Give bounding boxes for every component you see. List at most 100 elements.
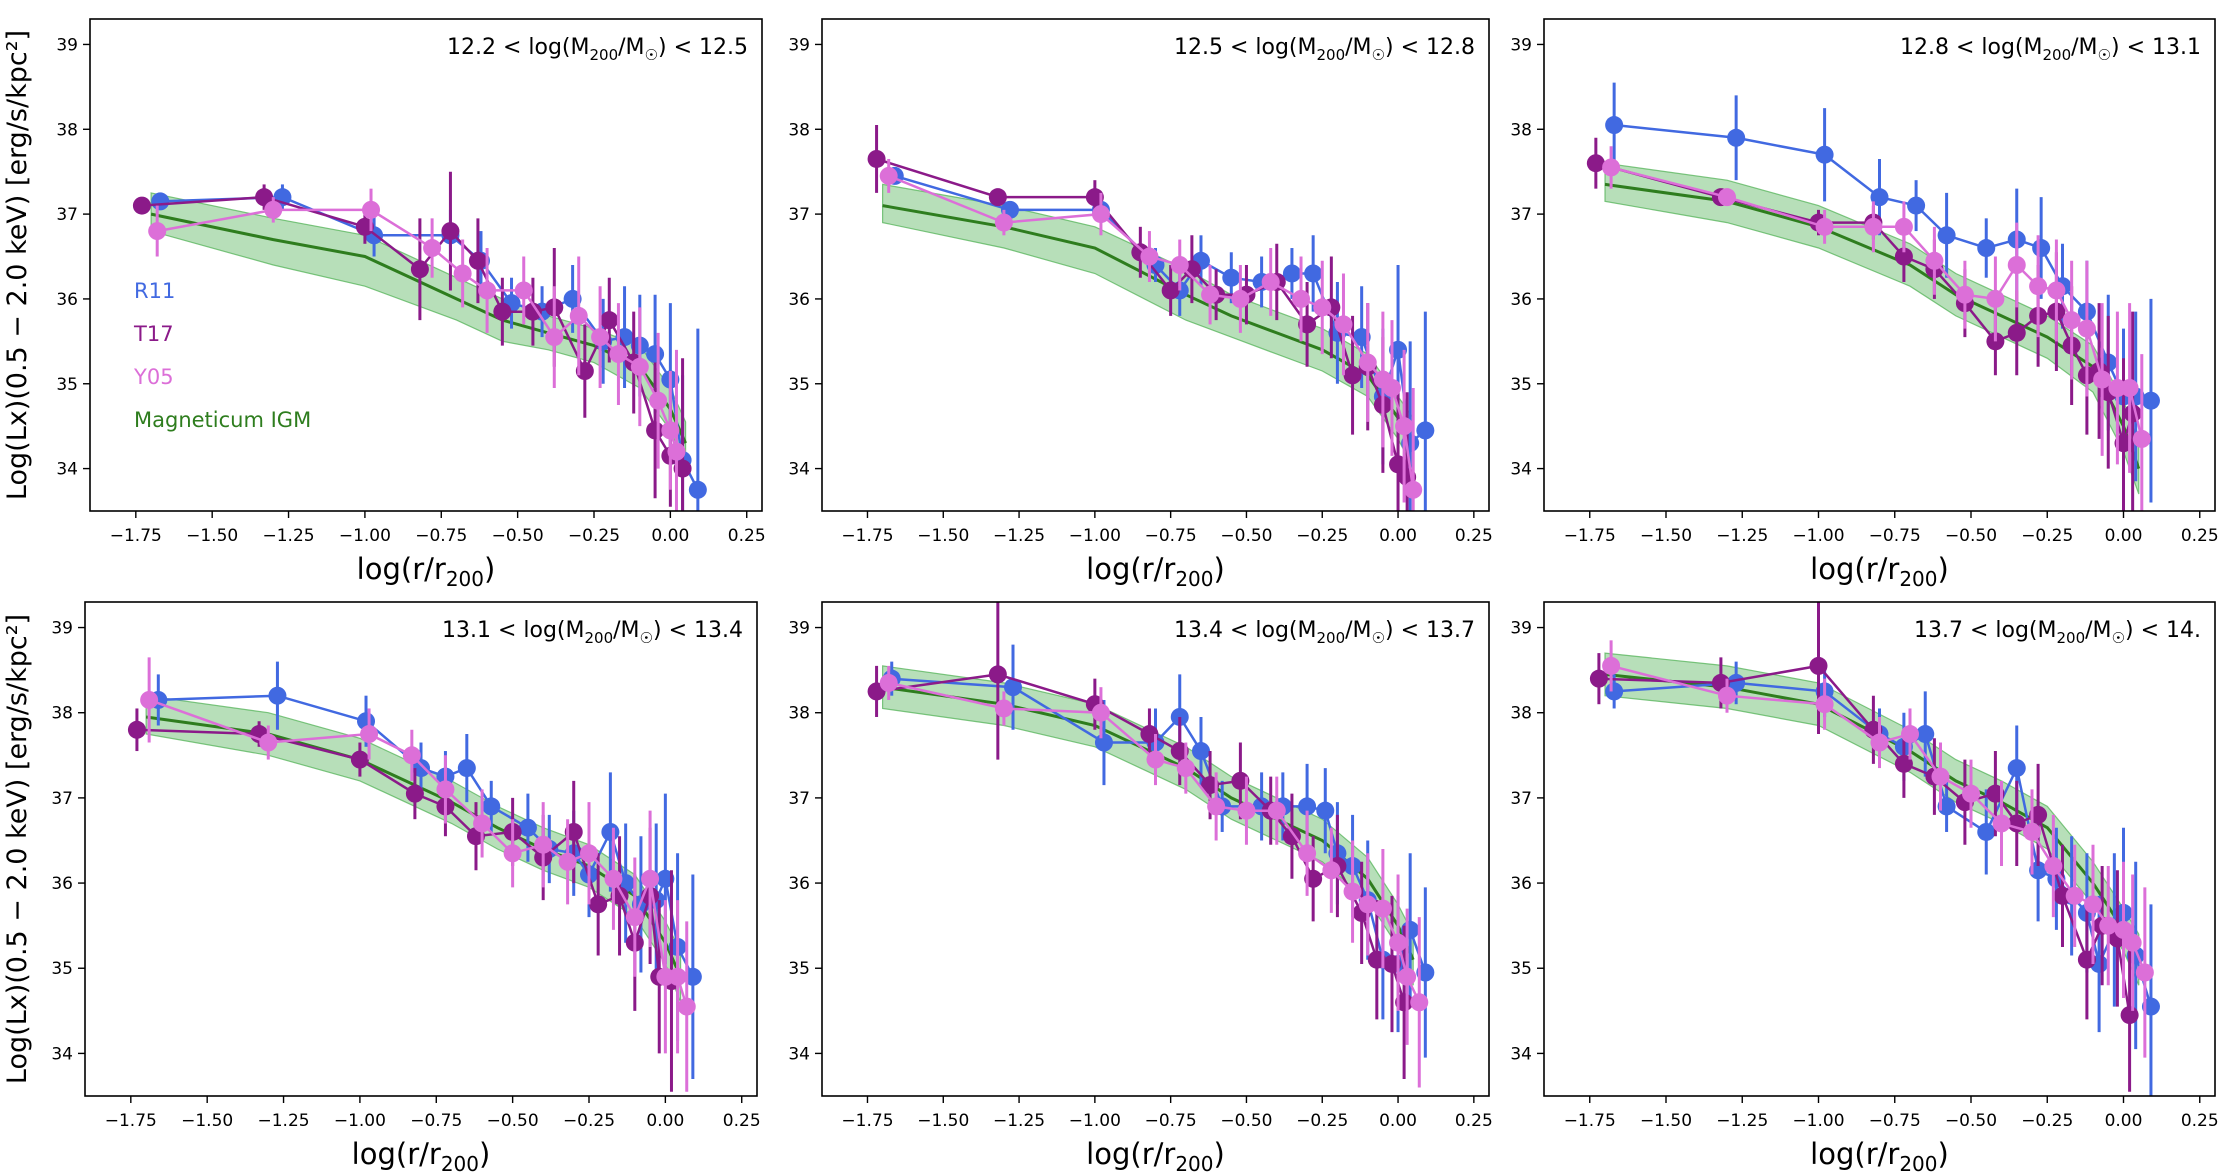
data-point [867,149,886,168]
data-point [1282,264,1301,283]
x-tick-label: −0.25 [1296,526,1348,546]
data-point [478,281,497,300]
data-point [641,869,660,888]
x-tick-label: −1.50 [186,526,238,546]
data-point [1373,899,1392,918]
data-point [591,328,610,347]
y-tick-label: 34 [51,1044,73,1064]
x-tick-label: 0.00 [2105,1111,2143,1131]
y-tick-label: 37 [1510,789,1532,809]
x-tick-label: −0.75 [410,1111,462,1131]
data-point [600,311,619,330]
y-tick-label: 37 [788,789,810,809]
data-point [1389,455,1408,474]
legend: R11 T17 Y05 Magneticum IGM [133,279,311,432]
data-point [1237,801,1256,820]
data-point [1382,954,1401,973]
y-tick-label: 38 [1510,120,1532,140]
data-point [350,750,369,769]
y-tick-label: 35 [51,959,73,979]
data-point [1267,801,1286,820]
data-point [1140,247,1159,266]
data-point [1161,281,1180,300]
x-tick-label: 0.25 [2181,526,2219,546]
data-point [994,213,1013,232]
data-point [1298,315,1317,334]
x-tick-label: 0.00 [2105,526,2143,546]
data-point [988,188,1007,207]
data-point [667,442,686,461]
axes-frame [84,601,758,1097]
axes-frame [821,18,1490,512]
data-point [1986,289,2005,308]
x-tick-label: −0.25 [563,1111,615,1131]
y-axis-label: Log(Lx)(0.5 − 2.0 keV) [erg/s/kpc²] [2,614,33,1084]
y-tick-label: 35 [56,375,78,395]
data-point [140,690,159,709]
data-point [1589,669,1608,688]
data-point [2123,933,2142,952]
series-line [888,681,1421,1003]
panel-title: 12.8 < log(M200/M☉) < 13.1 [1900,35,2201,64]
data-point [473,814,492,833]
data-point [1367,950,1386,969]
x-tick-label: −0.50 [1220,526,1272,546]
y-tick-label: 38 [788,120,810,140]
y-tick-label: 39 [51,619,73,639]
data-point [1815,217,1834,236]
data-point [1382,379,1401,397]
data-point [259,733,278,752]
x-tick-label: −1.25 [993,1111,1045,1131]
x-tick-label: −1.50 [917,526,969,546]
panel-title: 13.4 < log(M200/M☉) < 13.7 [1174,618,1475,647]
data-point [683,967,702,986]
data-point [1316,801,1335,820]
data-point [1410,993,1429,1012]
y-tick-label: 38 [51,704,73,724]
series-y05 [148,188,686,511]
data-point [1358,895,1377,914]
data-point [1292,289,1311,308]
data-point [362,200,381,219]
data-point [1298,797,1317,816]
data-point [1094,733,1113,752]
data-point [151,192,170,211]
data-point [2141,997,2160,1016]
data-point [2120,379,2139,397]
plot-area [132,171,707,511]
x-tick-label: 0.00 [651,526,689,546]
x-axis-label: log(r/r200) [1810,1137,1949,1174]
data-point [615,328,634,347]
data-point [2032,239,2051,258]
x-tick-label: 0.25 [1455,1111,1493,1131]
x-tick-label: −0.50 [492,526,544,546]
y-tick-label: 35 [788,375,810,395]
x-tick-label: −1.25 [1716,526,1768,546]
panel-title: 12.2 < log(M200/M☉) < 12.5 [447,35,748,64]
data-point [563,289,582,308]
data-point [2120,1006,2139,1025]
data-point [646,345,665,364]
data-point [1937,797,1956,816]
x-tick-label: −1.00 [339,526,391,546]
y-tick-label: 36 [51,874,73,894]
data-point [1586,154,1605,173]
data-point [2123,404,2142,423]
y-tick-label: 39 [56,35,78,55]
legend-entry-magneticum-igm: Magneticum IGM [134,408,311,432]
y-tick-label: 36 [788,290,810,310]
x-tick-label: 0.25 [728,526,766,546]
data-point [2141,391,2160,410]
data-point [661,421,680,440]
data-point [132,196,151,215]
x-tick-label: −1.00 [334,1111,386,1131]
series-r11 [1605,82,2160,503]
data-point [1727,128,1746,147]
data-point [688,480,707,499]
data-point [1170,256,1189,274]
data-point [1870,188,1889,207]
x-tick-label: −1.00 [1069,1111,1121,1131]
x-tick-label: −1.50 [1640,1111,1692,1131]
data-point [2065,886,2084,905]
data-point [558,852,577,871]
